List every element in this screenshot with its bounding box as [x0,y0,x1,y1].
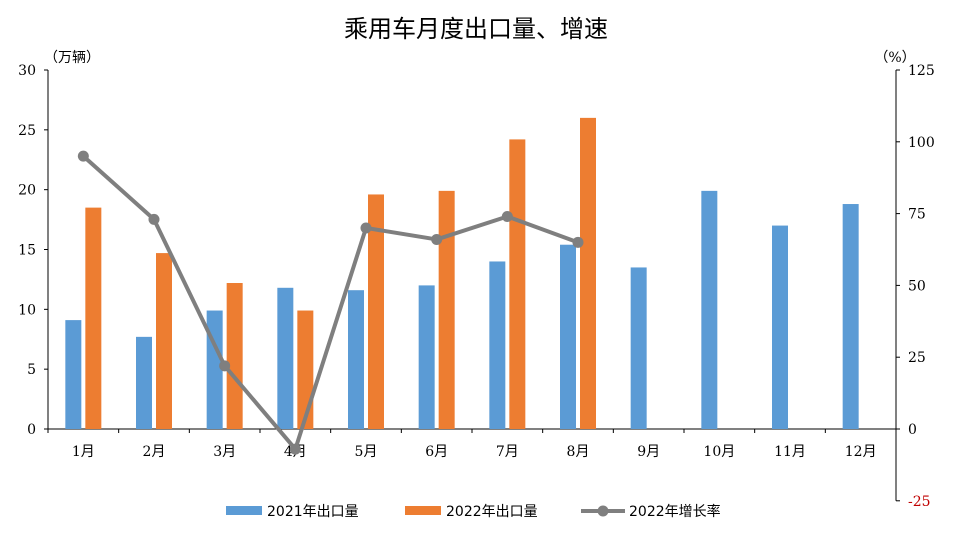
growth-rate-point-8 [572,236,584,248]
growth-rate-point-1 [77,150,89,162]
right-y-tick-label: 0 [908,422,917,438]
legend-label-3: 2022年增长率 [629,503,721,520]
bar-2021-11 [772,225,788,429]
left-axis-unit: （万辆） [44,50,100,66]
left-y-tick-label: 25 [18,123,36,139]
bar-2022-7 [509,139,526,429]
left-y-tick-label: 0 [27,422,36,438]
x-tick-label: 6月 [425,444,448,460]
growth-rate-point-6 [431,233,443,245]
x-tick-label: 9月 [637,444,660,460]
growth-rate-point-4 [289,443,301,455]
legend-marker-3 [597,505,609,517]
left-y-tick-label: 5 [27,362,36,378]
right-y-tick-label: 125 [908,63,935,79]
legend: 2021年出口量 2022年出口量 2022年增长率 [226,503,721,520]
growth-rate-line [82,154,579,452]
growth-rate-point-7 [501,210,513,222]
bar-2022-6 [438,190,455,429]
bar-2021-2 [136,336,152,429]
right-y-tick-label: 75 [908,207,926,223]
x-tick-label: 11月 [774,444,806,460]
x-tick-label: 8月 [567,444,590,460]
legend-label-2: 2022年出口量 [446,504,538,520]
left-y-tick-label: 30 [18,63,36,79]
bar-2021-7 [489,261,506,429]
bar-2021-10 [701,190,718,429]
left-y-tick-label: 20 [18,183,36,199]
bar-2021-9 [630,267,647,429]
x-tick-label: 12月 [845,444,877,460]
growth-rate-point-5 [360,222,372,234]
bar-2021-12 [842,204,859,429]
growth-rate-point-2 [148,213,160,225]
bar-2021-4 [277,287,294,429]
bar-2022-1 [85,207,102,429]
right-axis-unit: （%） [874,50,915,66]
growth-rate-point-3 [219,360,231,372]
legend-swatch-2 [405,506,441,515]
bar-2021-3 [206,310,223,429]
bar-2021-5 [348,290,364,429]
plot-area: 051015202530-2502550751001251月2月3月4月5月6月… [18,63,935,510]
chart-title: 乘用车月度出口量、增速 [344,15,608,43]
bar-2022-8 [580,117,596,429]
bar-2021-1 [65,320,82,429]
left-y-tick-label: 15 [18,243,36,259]
x-tick-label: 7月 [496,444,519,460]
right-y-tick-label: -25 [908,494,931,510]
bar-2022-4 [297,310,314,429]
x-tick-label: 3月 [213,444,236,460]
right-y-tick-label: 50 [908,278,926,294]
bar-2022-2 [156,253,172,429]
legend-label-1: 2021年出口量 [267,504,359,520]
x-tick-label: 2月 [143,444,166,460]
x-tick-label: 5月 [355,444,378,460]
bar-2022-3 [226,283,243,429]
bar-2021-6 [418,285,435,429]
left-y-tick-label: 10 [18,302,36,318]
bar-2022-5 [368,194,384,429]
legend-swatch-1 [226,506,262,515]
bar-2021-8 [560,244,576,429]
x-tick-label: 10月 [703,444,735,460]
right-y-tick-label: 100 [908,135,935,151]
right-y-tick-label: 25 [908,350,926,366]
x-tick-label: 1月 [72,444,95,460]
